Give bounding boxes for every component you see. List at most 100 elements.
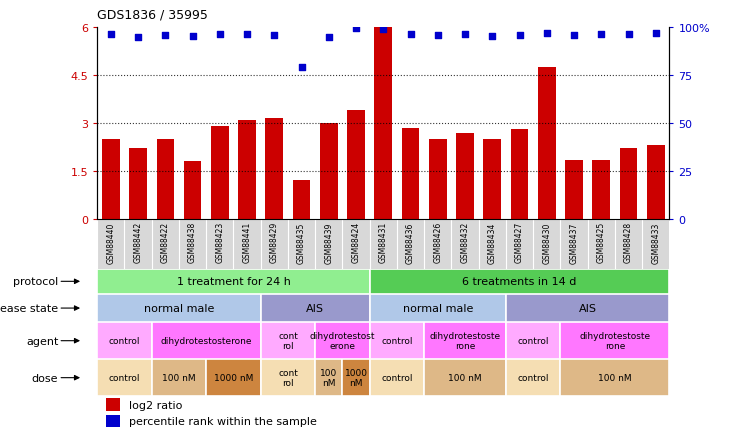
Bar: [266, 119, 283, 219]
Point: [514, 33, 526, 39]
Text: 1000
nM: 1000 nM: [345, 368, 367, 387]
Point: [132, 34, 144, 41]
Bar: [424, 322, 506, 359]
Bar: [506, 359, 560, 396]
Bar: [261, 294, 370, 322]
Text: dihydrotestosterone: dihydrotestosterone: [161, 336, 252, 345]
Point: [159, 33, 171, 39]
Text: log2 ratio: log2 ratio: [129, 400, 182, 410]
Point: [323, 34, 335, 41]
Bar: [97, 294, 261, 322]
Point: [214, 32, 226, 39]
Text: GSM88422: GSM88422: [161, 222, 170, 263]
Bar: [538, 68, 556, 219]
Bar: [343, 359, 370, 396]
Text: 1000 nM: 1000 nM: [214, 373, 253, 382]
Point: [241, 31, 253, 38]
Point: [568, 33, 580, 39]
Bar: [97, 359, 152, 396]
Text: control: control: [518, 336, 549, 345]
Point: [187, 34, 199, 41]
Point: [650, 30, 662, 37]
Point: [459, 32, 471, 39]
Bar: [506, 322, 560, 359]
Bar: [315, 359, 343, 396]
Text: GSM88428: GSM88428: [624, 222, 633, 263]
Text: agent: agent: [26, 336, 58, 346]
Bar: [560, 322, 669, 359]
Bar: [129, 149, 147, 219]
Text: GSM88440: GSM88440: [106, 222, 115, 263]
Bar: [370, 359, 424, 396]
Point: [405, 31, 417, 38]
Text: AIS: AIS: [306, 303, 324, 313]
Point: [350, 25, 362, 32]
Bar: [156, 140, 174, 219]
Point: [595, 31, 607, 38]
Text: GSM88429: GSM88429: [270, 222, 279, 263]
Point: [377, 26, 389, 33]
Bar: [211, 127, 229, 219]
Text: GSM88427: GSM88427: [515, 222, 524, 263]
Text: GSM88423: GSM88423: [215, 222, 224, 263]
Text: 100 nM: 100 nM: [162, 373, 196, 382]
Text: GSM88426: GSM88426: [433, 222, 442, 263]
Bar: [184, 162, 201, 219]
Text: 100 nM: 100 nM: [598, 373, 632, 382]
Text: GSM88441: GSM88441: [242, 222, 251, 263]
Text: 100
nM: 100 nM: [320, 368, 337, 387]
Text: control: control: [108, 336, 140, 345]
Text: GSM88439: GSM88439: [325, 222, 334, 263]
Bar: [424, 359, 506, 396]
Text: cont
rol: cont rol: [278, 332, 298, 350]
Bar: [105, 398, 120, 411]
Text: 100 nM: 100 nM: [448, 373, 482, 382]
Bar: [102, 140, 120, 219]
Text: dihydrotestoste
rone: dihydrotestoste rone: [580, 332, 651, 350]
Point: [622, 32, 634, 39]
Text: cont
rol: cont rol: [278, 368, 298, 387]
Bar: [456, 133, 474, 219]
Text: GDS1836 / 35995: GDS1836 / 35995: [97, 9, 208, 22]
Text: AIS: AIS: [579, 303, 597, 313]
Bar: [560, 359, 669, 396]
Bar: [206, 359, 261, 396]
Bar: [375, 28, 392, 219]
Bar: [402, 128, 420, 219]
Bar: [429, 140, 447, 219]
Text: dihydrotestoste
rone: dihydrotestoste rone: [429, 332, 500, 350]
Bar: [620, 149, 637, 219]
Text: GSM88436: GSM88436: [406, 222, 415, 263]
Point: [432, 33, 444, 39]
Bar: [261, 322, 315, 359]
Bar: [320, 124, 337, 219]
Text: 6 treatments in 14 d: 6 treatments in 14 d: [462, 277, 577, 286]
Text: GSM88433: GSM88433: [652, 222, 660, 263]
Bar: [152, 322, 261, 359]
Text: GSM88438: GSM88438: [188, 222, 197, 263]
Text: dose: dose: [32, 373, 58, 383]
Text: GSM88432: GSM88432: [461, 222, 470, 263]
Text: disease state: disease state: [0, 303, 58, 313]
Text: GSM88425: GSM88425: [597, 222, 606, 263]
Point: [269, 33, 280, 39]
Text: GSM88431: GSM88431: [378, 222, 388, 263]
Text: normal male: normal male: [144, 303, 214, 313]
Bar: [97, 322, 152, 359]
Text: GSM88435: GSM88435: [297, 222, 306, 263]
Text: GSM88437: GSM88437: [569, 222, 579, 263]
Text: protocol: protocol: [13, 277, 58, 286]
Point: [295, 65, 307, 72]
Bar: [370, 322, 424, 359]
Bar: [239, 121, 256, 219]
Text: GSM88434: GSM88434: [488, 222, 497, 263]
Text: control: control: [108, 373, 140, 382]
Text: dihydrotestost
erone: dihydrotestost erone: [310, 332, 375, 350]
Bar: [347, 111, 365, 219]
Point: [105, 31, 117, 38]
Text: control: control: [381, 336, 413, 345]
Bar: [506, 294, 669, 322]
Point: [486, 34, 498, 41]
Bar: [511, 130, 528, 219]
Text: percentile rank within the sample: percentile rank within the sample: [129, 416, 316, 426]
